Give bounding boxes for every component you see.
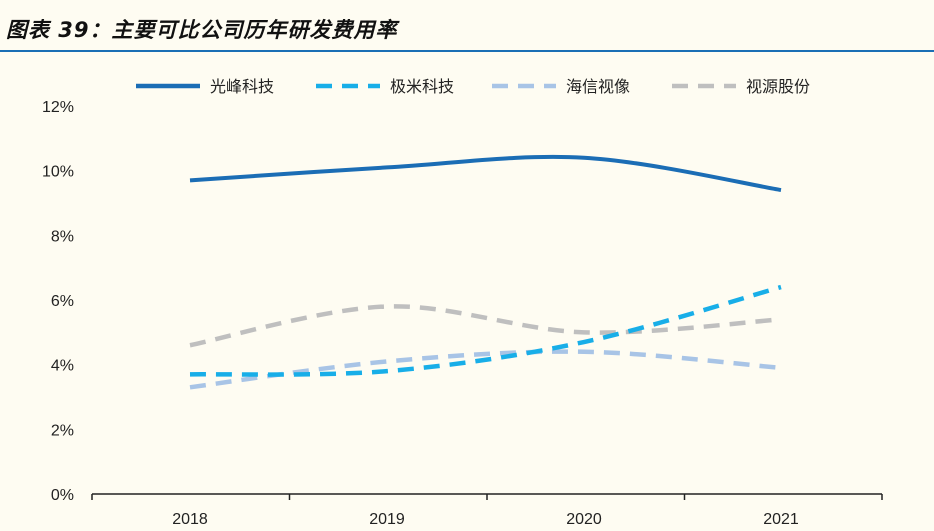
figure-title: 图表 39：主要可比公司历年研发费用率 [6,18,398,42]
x-tick-label: 2021 [763,511,799,528]
y-tick-label: 2% [51,422,74,439]
series-line-3 [189,349,782,390]
y-tick-label: 12% [42,99,74,116]
series-line-2 [189,284,782,377]
y-tick-label: 4% [51,358,74,375]
x-tick-label: 2019 [369,511,405,528]
chart-legend: 光峰科技 极米科技 海信视像 视源股份 [136,77,810,96]
y-axis-tick-labels: 0% 2% 4% 6% 8% 10% 12% [42,99,74,504]
series-line-4 [189,304,782,348]
title-divider [0,50,934,52]
legend-label: 光峰科技 [210,77,274,96]
legend-label: 海信视像 [566,77,630,96]
series-line-1 [189,154,782,193]
y-tick-label: 6% [51,293,74,310]
series-lines [189,154,782,390]
legend-label: 视源股份 [746,77,810,96]
y-tick-label: 10% [42,164,74,181]
x-tick-label: 2020 [566,511,602,528]
y-tick-label: 0% [51,487,74,504]
legend-label: 极米科技 [390,77,454,96]
x-axis: 2018 2019 2020 2021 [91,493,883,528]
x-tick-label: 2018 [172,511,208,528]
y-tick-label: 8% [51,228,74,245]
